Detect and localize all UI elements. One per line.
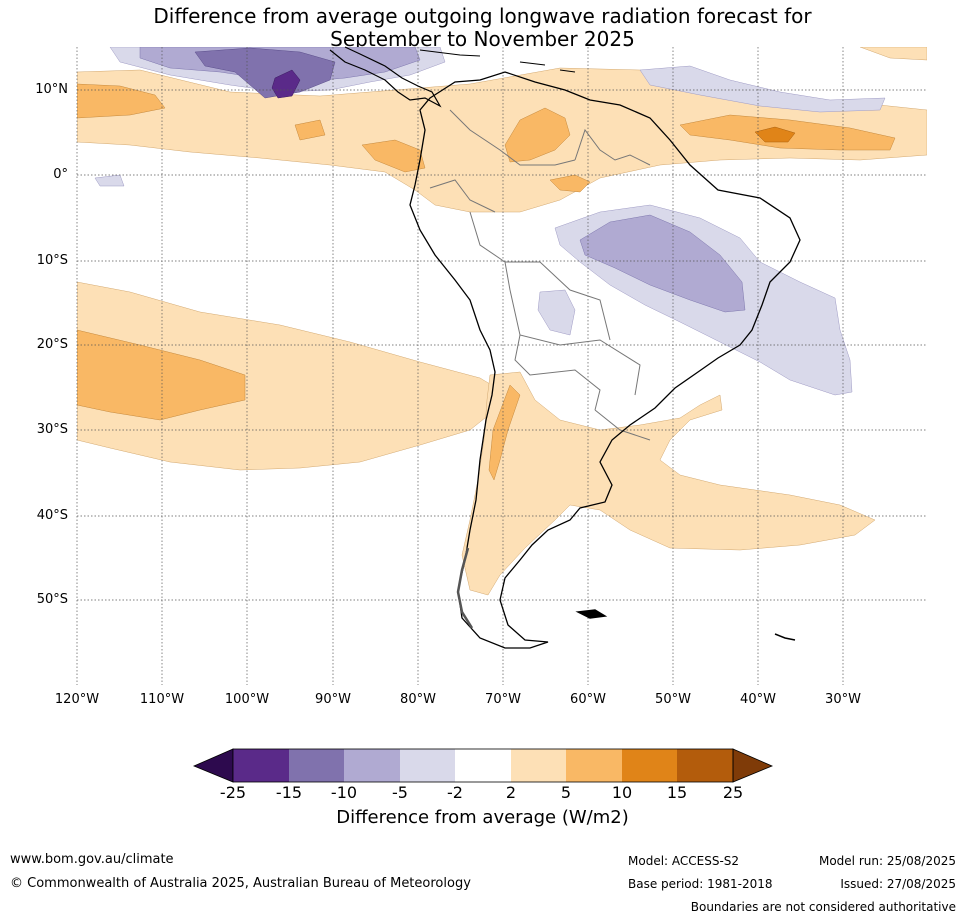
map-title-line-2: September to November 2025 xyxy=(330,27,635,51)
southeast-pacific-region xyxy=(77,281,501,471)
east-pacific-small-patch xyxy=(294,119,326,141)
south-georgia xyxy=(774,633,796,641)
colorbar-tick: -25 xyxy=(219,783,247,802)
colorbar-segment xyxy=(289,749,344,782)
lon-label: 80°W xyxy=(400,692,436,707)
caribbean-east-patch xyxy=(639,65,886,113)
colorbar-high-arrow xyxy=(732,748,774,783)
website-link[interactable]: www.bom.gov.au/climate xyxy=(10,852,174,867)
north-atlantic-east-patch xyxy=(859,47,927,61)
lon-label: 50°W xyxy=(655,692,691,707)
central-america-inner-core xyxy=(194,47,336,99)
anomaly-minus15-to-minus10 xyxy=(194,47,336,99)
equatorial-atlantic-core xyxy=(754,126,796,143)
lon-label: 40°W xyxy=(740,692,776,707)
copyright-text: © Commonwealth of Australia 2025, Austra… xyxy=(10,876,471,891)
colorbar-segment xyxy=(622,749,677,782)
lat-label: 20°S xyxy=(36,337,68,352)
equatorial-pacific-band xyxy=(77,67,927,213)
colorbar-segment xyxy=(511,749,566,782)
lat-label: 0° xyxy=(53,167,68,182)
colorbar-segment xyxy=(344,749,400,782)
colorbar-tick: 5 xyxy=(560,783,572,802)
chile-fjords xyxy=(456,547,474,629)
graticule xyxy=(76,47,927,685)
colorbar-tick: -10 xyxy=(330,783,358,802)
caribbean-islands xyxy=(419,49,576,73)
lat-label: 30°S xyxy=(36,422,68,437)
colorbar-tick: -15 xyxy=(275,783,303,802)
colorbar-segment xyxy=(566,749,622,782)
colorbar-segment xyxy=(233,749,289,782)
colombia-coast-patch xyxy=(361,139,426,173)
colorbar-segment xyxy=(400,749,455,782)
boundary-disclaimer: Boundaries are not considered authoritat… xyxy=(690,900,956,914)
colorbar-low-arrow xyxy=(192,748,234,783)
south-america-coastline xyxy=(409,71,801,649)
guiana-patch xyxy=(549,174,591,193)
lat-label: 10°N xyxy=(35,82,68,97)
lat-label: 10°S xyxy=(36,253,68,268)
paraguay-patch xyxy=(537,289,576,336)
lat-label: 50°S xyxy=(36,592,68,607)
small-equatorial-pacific-blob xyxy=(94,174,125,187)
colorbar-tick: 25 xyxy=(722,783,744,802)
anomaly-10-to-15 xyxy=(754,126,796,143)
anomaly-field xyxy=(77,47,927,596)
lon-label: 110°W xyxy=(139,692,185,707)
colorbar-tick: 2 xyxy=(505,783,517,802)
anomaly-minus25-to-minus15 xyxy=(271,69,301,99)
lat-label: 40°S xyxy=(36,508,68,523)
colorbar-segment xyxy=(677,749,733,782)
base-period-info: Base period: 1981-2018 xyxy=(628,877,773,891)
central-america-peak xyxy=(271,69,301,99)
southeast-pacific-core xyxy=(77,329,246,421)
anomaly-2-to-5 xyxy=(77,47,927,596)
lon-label: 60°W xyxy=(570,692,606,707)
panama-bight-patch xyxy=(77,83,166,119)
colorbar-tick: 15 xyxy=(666,783,688,802)
issued-date: Issued: 27/08/2025 xyxy=(840,877,956,891)
brazil-core xyxy=(579,214,746,313)
colorbar-segment xyxy=(455,749,511,782)
lon-label: 100°W xyxy=(224,692,270,707)
lon-label: 30°W xyxy=(825,692,861,707)
falkland-islands xyxy=(575,609,608,619)
model-run-info: Model run: 25/08/2025 xyxy=(818,854,956,868)
colorbar xyxy=(192,748,774,783)
colorbar-tick: -2 xyxy=(447,783,463,802)
argentina-south-atlantic-region xyxy=(461,371,876,596)
central-america-coastline xyxy=(329,46,442,108)
lon-label: 120°W xyxy=(54,692,100,707)
map-title-line-1: Difference from average outgoing longwav… xyxy=(153,4,812,28)
colorbar-tick: -5 xyxy=(392,783,408,802)
country-borders xyxy=(429,109,651,441)
andes-strip xyxy=(488,384,521,481)
venezuela-patch xyxy=(504,107,571,163)
anomaly-5-to-10 xyxy=(77,83,896,481)
colorbar-tick: 10 xyxy=(611,783,633,802)
lon-label: 90°W xyxy=(315,692,351,707)
colorbar-label: Difference from average (W/m2) xyxy=(336,807,629,828)
lon-label: 70°W xyxy=(485,692,521,707)
model-info: Model: ACCESS-S2 xyxy=(628,854,740,868)
